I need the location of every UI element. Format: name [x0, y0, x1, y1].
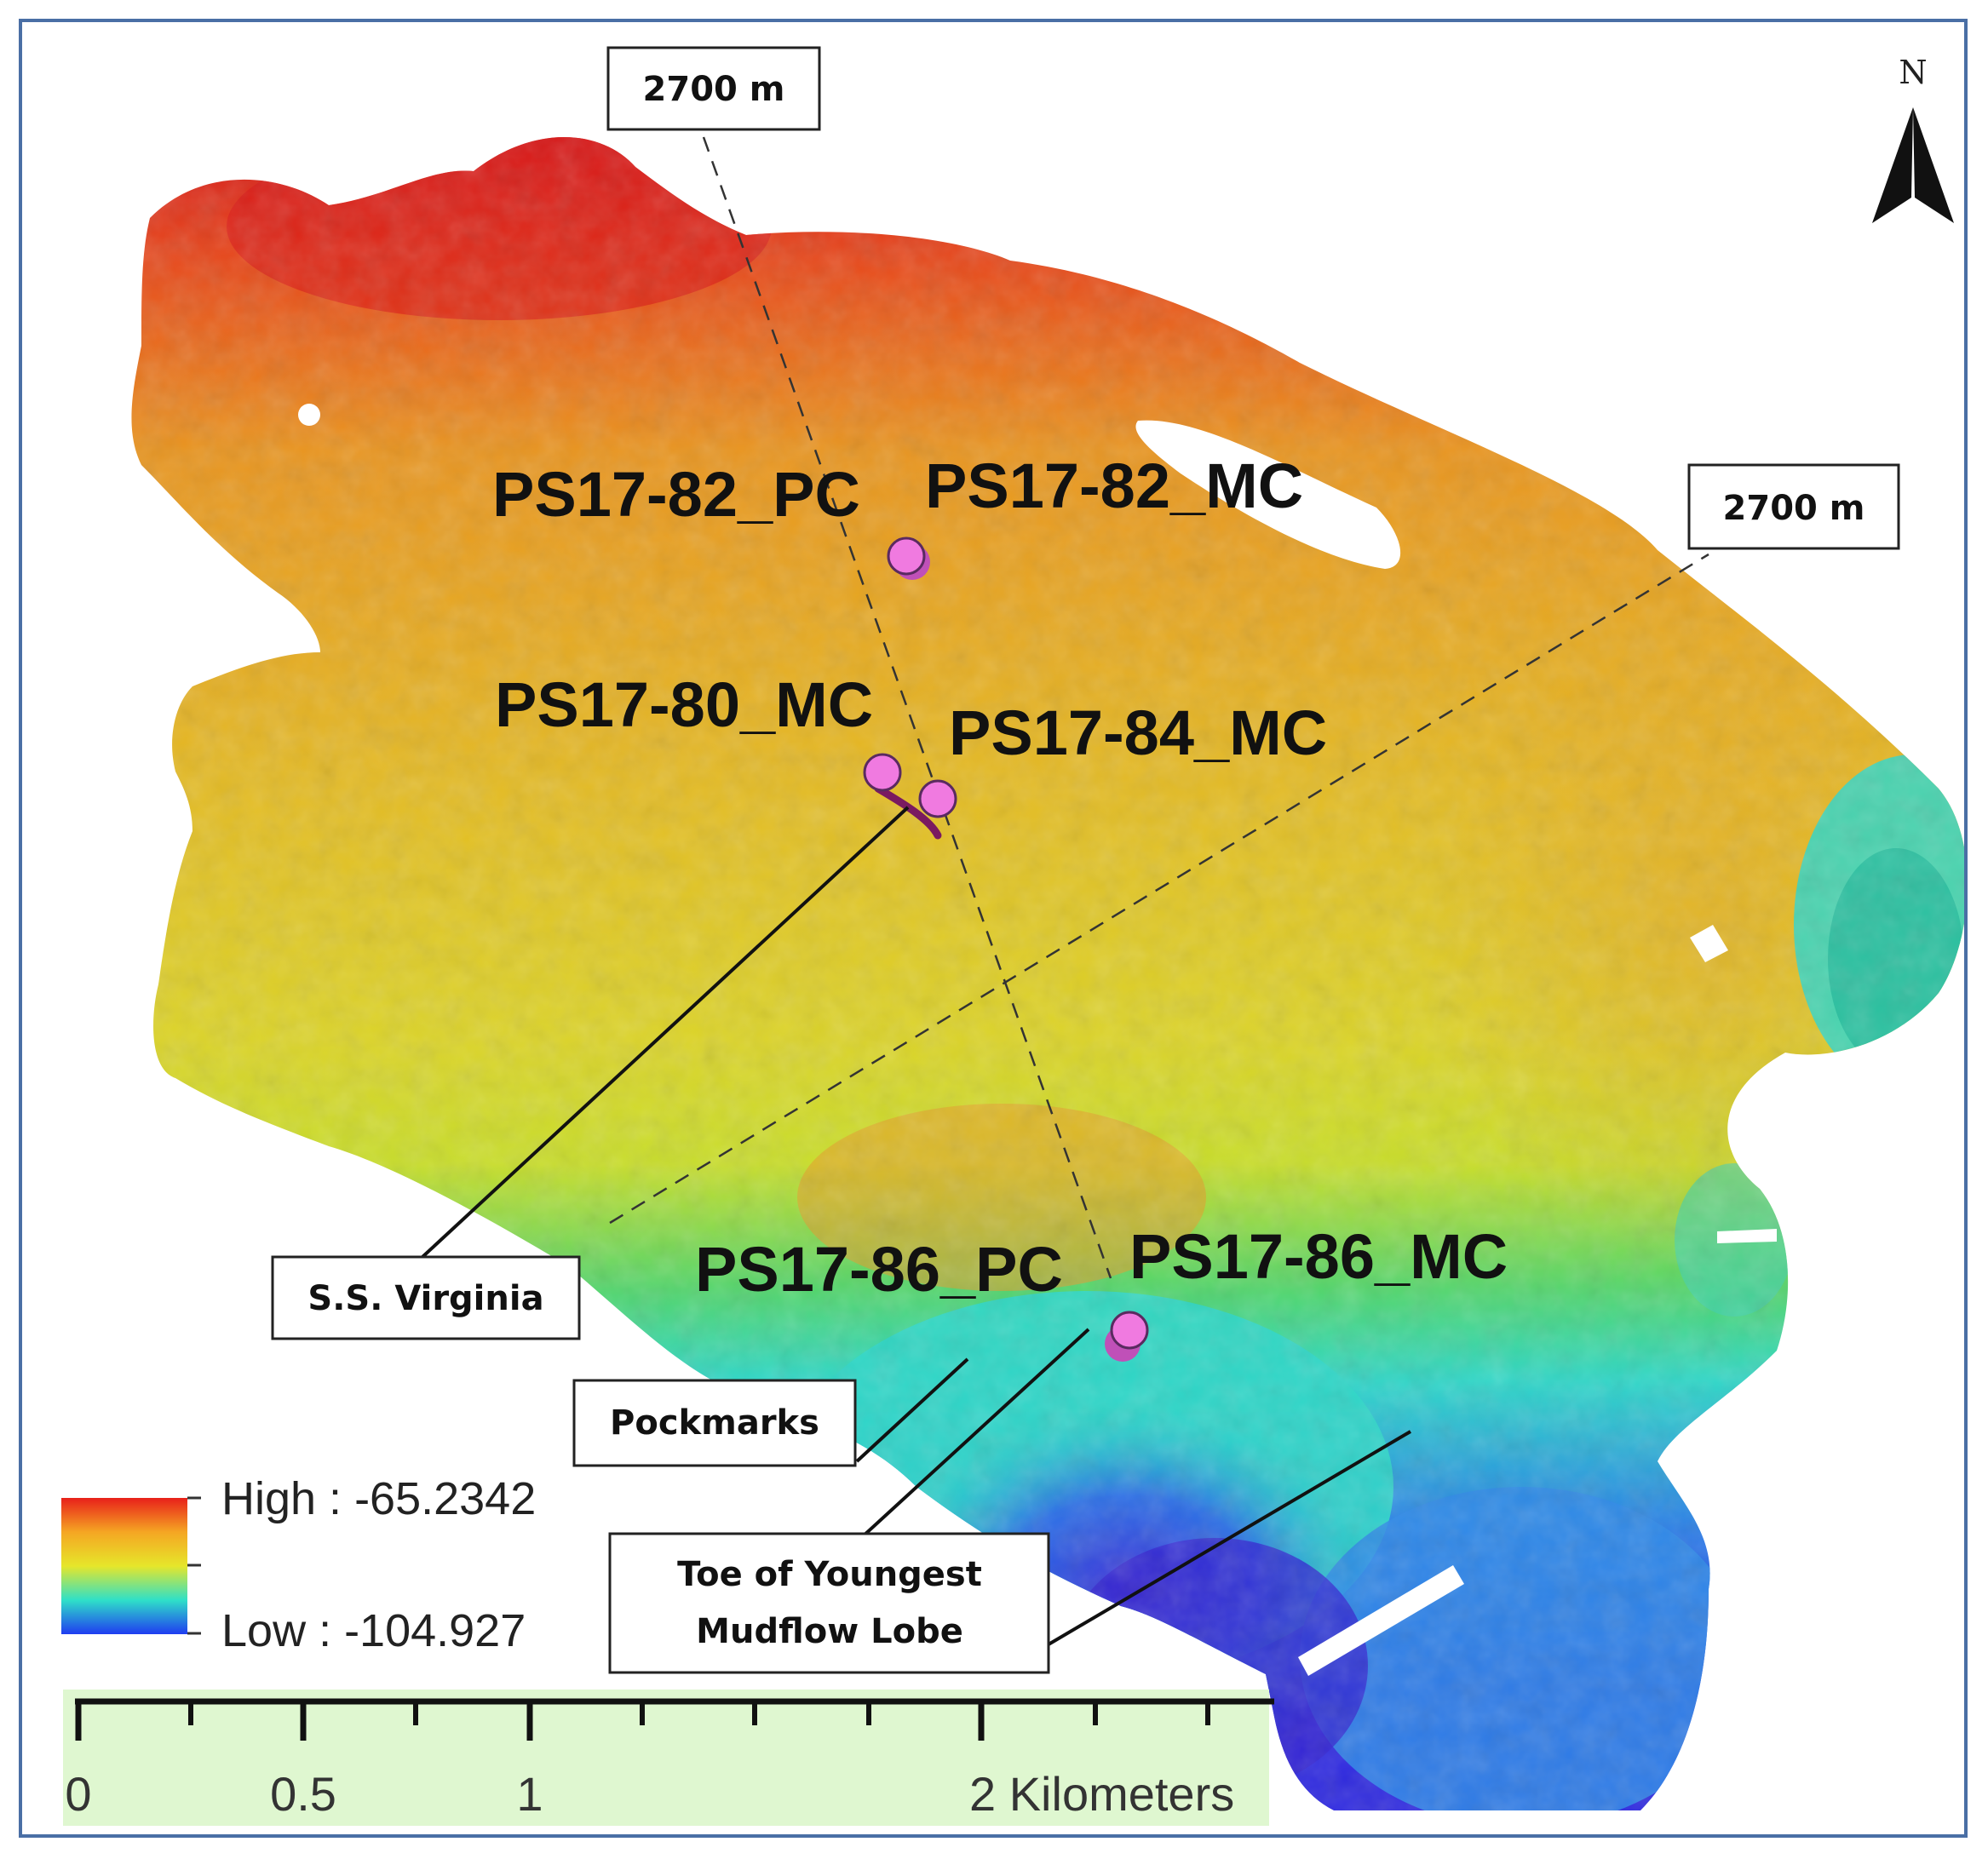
legend-color-ramp: [61, 1498, 187, 1634]
callout-leader-pockmarks: [855, 1357, 969, 1463]
scale-label-0: 0: [65, 1767, 91, 1821]
svg-text:Mudflow Lobe: Mudflow Lobe: [696, 1612, 963, 1651]
shipwreck-feature: [874, 784, 942, 840]
map-frame: PS17-82_PC PS17-82_MC PS17-80_MC PS17-84…: [19, 19, 1968, 1838]
data-gap: [298, 404, 320, 426]
site-label-ps17-82-mc: PS17-82_MC: [925, 450, 1303, 521]
site-label-ps17-80-mc: PS17-80_MC: [495, 669, 873, 740]
svg-text:N: N: [1899, 54, 1927, 91]
site-marker-ps17-80-mc[interactable]: [863, 753, 902, 792]
data-gap: [1298, 1565, 1464, 1676]
callout-leader-ss-virginia: [421, 806, 910, 1259]
data-gap: [1690, 925, 1728, 962]
data-gap: [1717, 1229, 1777, 1243]
callout-ss-virginia: S.S. Virginia: [271, 1255, 581, 1340]
svg-text:Toe of Youngest: Toe of Youngest: [677, 1555, 982, 1594]
bathymetry-map: PS17-82_PC PS17-82_MC PS17-80_MC PS17-84…: [61, 46, 1964, 1826]
scale-bar: 0 0.5 1 2 Kilometers: [63, 1690, 1274, 1826]
legend-high-label: High : -65.2342: [221, 1473, 536, 1524]
north-arrow-icon: N: [1872, 54, 1954, 223]
svg-text:2700 m: 2700 m: [1723, 489, 1865, 528]
callout-leader-toe: [830, 1328, 1090, 1567]
site-marker-ps17-82-pc[interactable]: [887, 536, 926, 576]
depth-marker-top: 2700 m: [606, 46, 821, 131]
transect-line-north-south: [702, 136, 1112, 1279]
site-marker-ps17-84-mc[interactable]: [918, 779, 957, 818]
depth-legend: High : -65.2342 Low : -104.927: [61, 1473, 536, 1656]
callout-pockmarks: Pockmarks: [572, 1379, 857, 1467]
site-label-ps17-84-mc: PS17-84_MC: [949, 697, 1327, 768]
data-gap: [1135, 420, 1401, 569]
scale-label-1: 1: [516, 1767, 543, 1821]
scale-label-2-kilometers: 2 Kilometers: [969, 1767, 1234, 1821]
depth-marker-right: 2700 m: [1687, 463, 1900, 550]
site-label-ps17-86-pc: PS17-86_PC: [695, 1234, 1063, 1305]
site-label-ps17-86-mc: PS17-86_MC: [1129, 1221, 1508, 1292]
legend-low-label: Low : -104.927: [221, 1605, 526, 1656]
site-marker-ps17-86-mc[interactable]: [1110, 1311, 1149, 1350]
callout-toe-of-youngest-mudflow-lobe: Toe of Youngest Mudflow Lobe: [608, 1532, 1050, 1674]
svg-text:Pockmarks: Pockmarks: [610, 1403, 819, 1443]
scale-bar-background: [63, 1690, 1269, 1826]
site-label-ps17-82-pc: PS17-82_PC: [492, 459, 860, 530]
svg-text:2700 m: 2700 m: [643, 70, 785, 109]
callout-leader-toe-east: [1047, 1430, 1412, 1646]
svg-text:S.S. Virginia: S.S. Virginia: [307, 1279, 543, 1318]
site-markers: [863, 536, 1149, 1362]
scale-label-0-5: 0.5: [270, 1767, 336, 1821]
transect-line-southwest-northeast: [609, 553, 1709, 1225]
